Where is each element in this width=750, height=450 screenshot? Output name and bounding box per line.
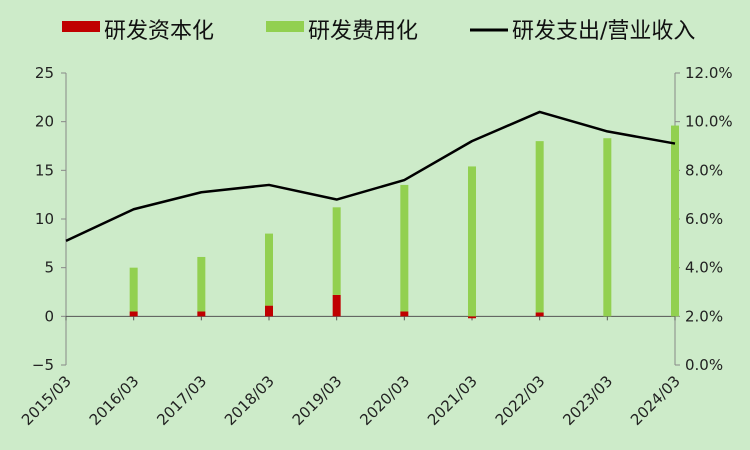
bar-expensed [400,184,409,312]
right-tick-label: 10.0% [685,113,733,131]
x-tick-label: 2019/03 [289,372,346,429]
left-tick-label: 0 [44,307,54,325]
bar-expensed [468,166,476,317]
right-tick-label: 0.0% [685,356,723,374]
bar-capitalized [129,311,138,317]
x-tick-label: 2016/03 [86,372,143,429]
bar-capitalized [265,305,273,317]
right-tick-label: 12.0% [685,64,733,82]
legend-item: 研发支出/营业收入 [470,19,695,44]
left-tick-label: 25 [35,64,54,82]
bar-marks [129,125,679,319]
x-tick-label: 2023/03 [559,372,616,429]
bar-expensed [603,138,612,317]
x-tick-label: 2022/03 [492,372,549,429]
x-tick-label: 2017/03 [153,372,210,429]
bar-expensed [671,125,679,317]
left-tick-label: 15 [35,161,54,179]
x-tick-label: 2021/03 [424,372,481,429]
x-tick-label: 2024/03 [627,372,684,429]
bar-capitalized [400,311,409,317]
left-tick-label: 20 [35,113,54,131]
bar-capitalized [468,316,476,319]
bar-expensed [197,256,206,312]
x-axis: 2015/03 2016/03 2017/03 2018/03 2019/03 2020/… [18,315,684,429]
left-y-axis: −5 0 5 10 15 20 25 [32,64,67,374]
x-tick-label: 2018/03 [221,372,278,429]
x-tick-label: 2020/03 [356,372,413,429]
legend-item: 研发费用化 [266,19,418,44]
legend-swatch [266,21,304,32]
right-tick-label: 4.0% [685,259,723,277]
right-tick-label: 2.0% [685,307,723,325]
x-tick-label: 2015/03 [18,372,75,429]
bar-capitalized [197,311,206,317]
left-tick-label: 5 [44,259,54,277]
right-tick-label: 6.0% [685,210,723,228]
ratio-line [65,110,676,243]
bar-capitalized [332,294,341,317]
legend-label: 研发支出/营业收入 [512,19,695,44]
bar-expensed [332,207,341,295]
legend: 研发资本化 研发费用化 研发支出/营业收入 [62,19,695,44]
legend-item: 研发资本化 [62,19,214,44]
right-y-axis: 0.0% 2.0% 4.0% 6.0% 8.0% 10.0% 12.0% [674,64,733,374]
legend-label: 研发费用化 [308,19,418,44]
legend-label: 研发资本化 [104,19,214,44]
line-series [65,110,676,243]
left-tick-label: 10 [35,210,54,228]
right-tick-label: 8.0% [685,161,723,179]
bar-capitalized [535,312,544,317]
bar-expensed [265,233,273,306]
bar-expensed [129,267,138,312]
bar-expensed [535,141,544,313]
legend-swatch [62,21,100,32]
left-tick-label: −5 [32,356,54,374]
